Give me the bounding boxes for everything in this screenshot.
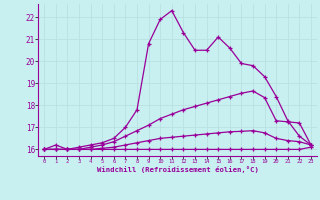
- X-axis label: Windchill (Refroidissement éolien,°C): Windchill (Refroidissement éolien,°C): [97, 166, 259, 173]
